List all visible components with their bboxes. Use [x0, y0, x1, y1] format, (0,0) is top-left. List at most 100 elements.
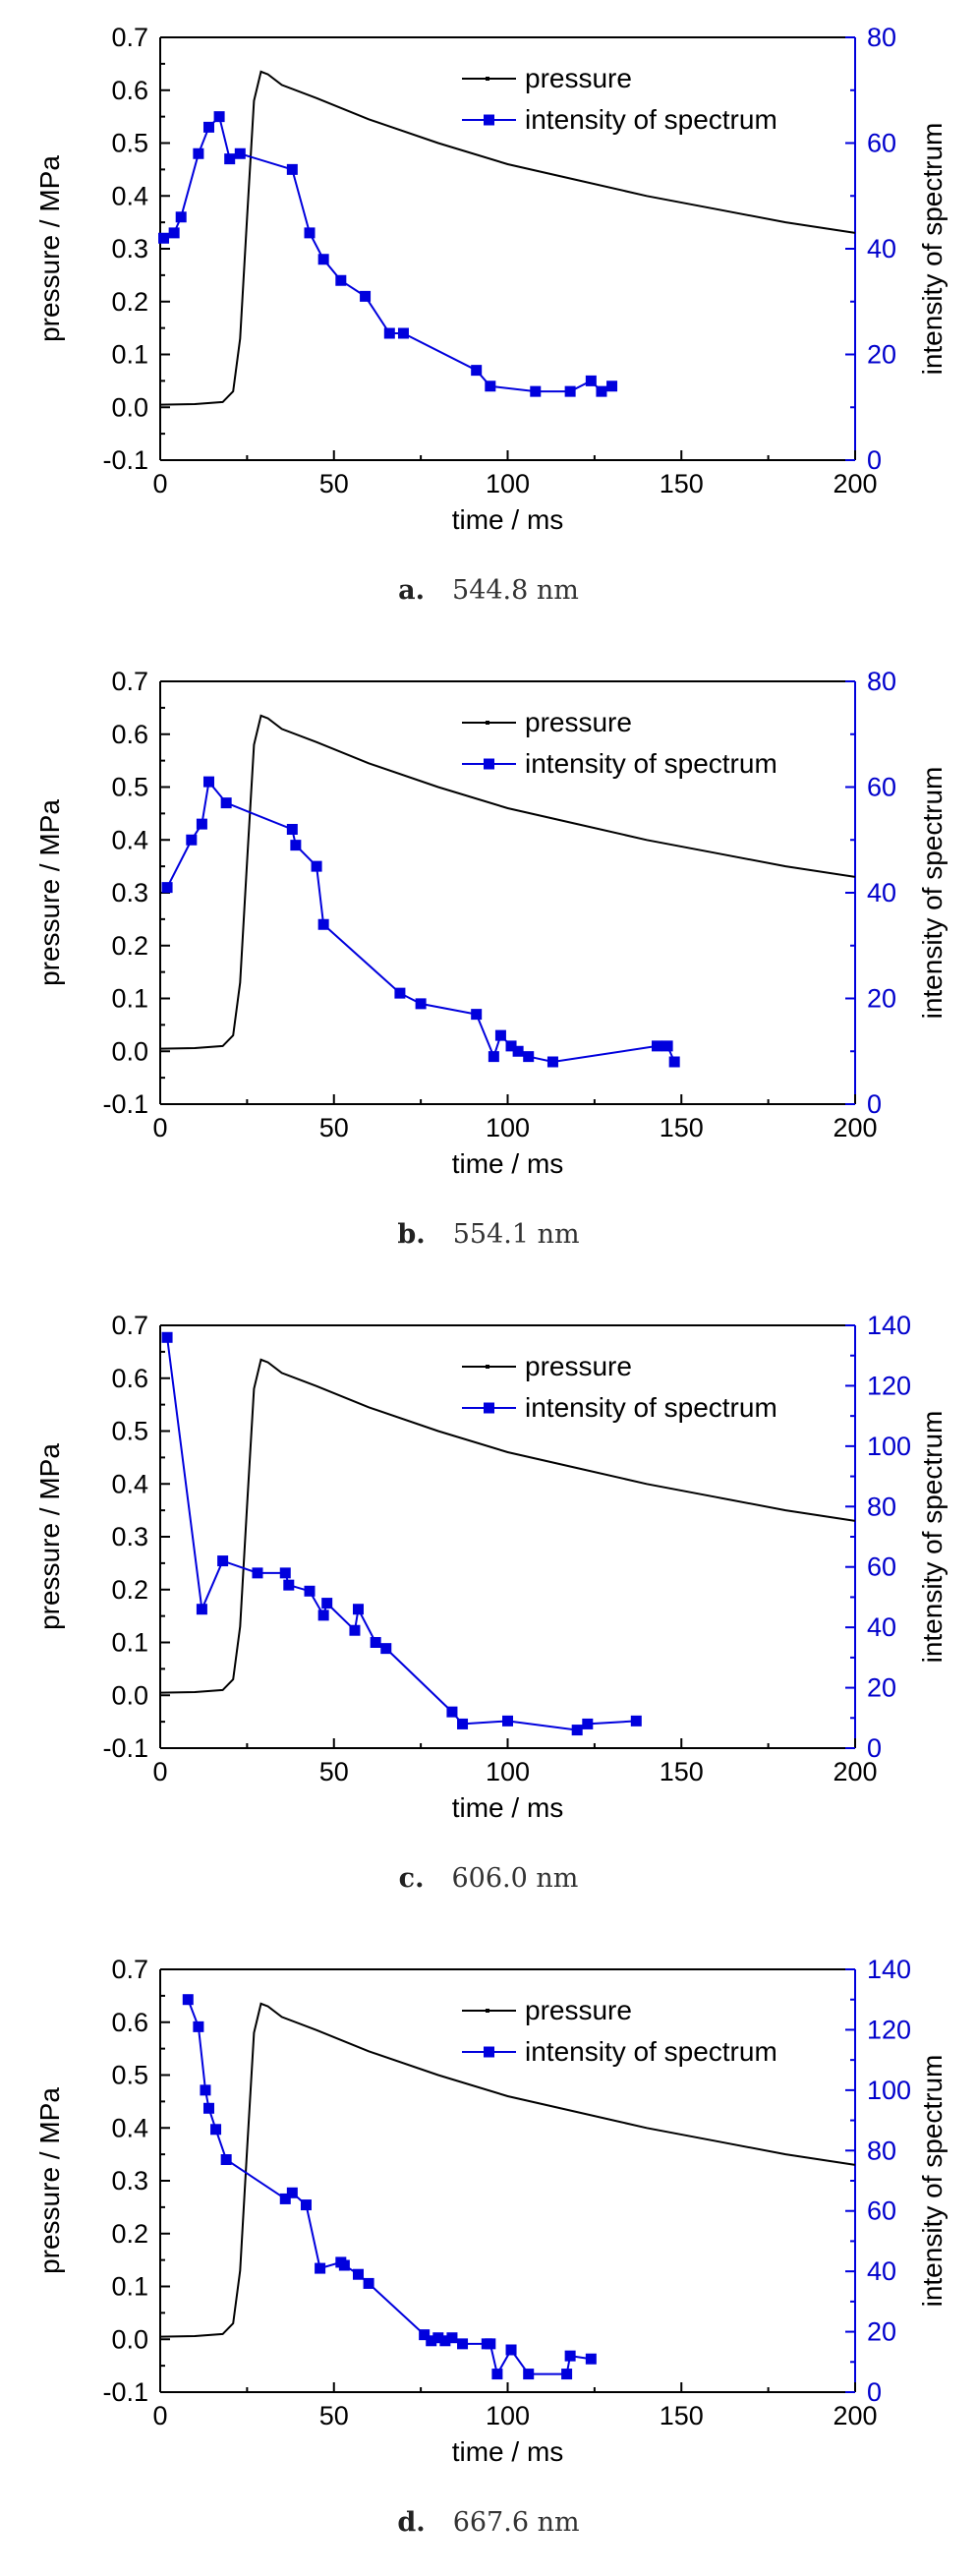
x-axis-title: time / ms: [452, 2436, 564, 2467]
y-right-tick-label: 60: [867, 1552, 896, 1582]
intensity-line: [187, 1999, 592, 2377]
intensity-point: [363, 2277, 374, 2289]
caption-a: a. 544.8 nm: [0, 575, 977, 606]
legend-pressure-marker: [486, 77, 489, 81]
intensity-point: [585, 2353, 597, 2365]
x-tick-label: 200: [833, 1757, 877, 1786]
intensity-point: [394, 987, 406, 999]
intensity-point: [505, 1040, 517, 1052]
intensity-point: [546, 1056, 558, 1068]
intensity-point: [505, 2344, 517, 2356]
intensity-point: [370, 1637, 381, 1648]
intensity-point: [286, 163, 298, 175]
intensity-point: [439, 2335, 451, 2347]
y-tick-label: 0.6: [111, 1364, 148, 1393]
intensity-point: [158, 232, 170, 244]
intensity-point: [161, 1331, 173, 1343]
y-tick-label: 0.0: [111, 392, 148, 422]
y-tick-label: 0.7: [111, 23, 148, 52]
intensity-point: [283, 1579, 295, 1591]
y-tick-label: 0.6: [111, 720, 148, 749]
y-tick-label: -0.1: [102, 1733, 148, 1763]
intensity-point: [279, 2193, 291, 2204]
y-right-tick-label: 20: [867, 2317, 896, 2347]
y-right-tick-label: 20: [867, 984, 896, 1014]
panel-c: 0 50 100 150 200 -0.1 0.0 0.1 0.2 0.3 0.4 0.5 0.6 0.7…: [0, 1288, 977, 1932]
x-tick-label: 50: [319, 1113, 349, 1142]
y-right-tick-label: 40: [867, 2256, 896, 2286]
y-tick-label: 0.5: [111, 129, 148, 158]
chart-c: 0 50 100 150 200-0.10.00.10.20.30.40.50.60.7…: [34, 1311, 948, 1823]
y-tick-label: 0.2: [111, 2219, 148, 2249]
intensity-point: [488, 1051, 499, 1063]
intensity-point: [426, 2335, 437, 2347]
y-right-axis-title: intensity of spectrum: [917, 123, 948, 376]
intensity-point: [523, 2369, 535, 2380]
intensity-point: [352, 2268, 364, 2280]
caption-c: c. 606.0 nm: [0, 1863, 977, 1894]
y-right-tick-label: 40: [867, 1612, 896, 1642]
intensity-point: [186, 834, 198, 846]
legend-pressure-marker: [486, 721, 489, 725]
intensity-point: [220, 2154, 232, 2165]
caption-text: 554.1 nm: [452, 1219, 580, 1250]
caption-letter: c.: [398, 1863, 425, 1894]
y-right-tick-label: 60: [867, 2196, 896, 2226]
legend-intensity-label: intensity of spectrum: [525, 2036, 777, 2067]
y-tick-label: 0.0: [111, 2324, 148, 2354]
y-tick-label: 0.0: [111, 1680, 148, 1710]
x-axis-title: time / ms: [452, 1148, 564, 1179]
intensity-point: [397, 327, 409, 339]
x-tick-label: 100: [486, 2401, 530, 2430]
legend-intensity-marker: [484, 2046, 494, 2058]
y-tick-label: 0.3: [111, 2166, 148, 2195]
y-tick-label: 0.6: [111, 76, 148, 105]
x-axis-title: time / ms: [452, 1792, 564, 1823]
intensity-point: [224, 153, 236, 165]
x-tick-label: 100: [486, 1757, 530, 1786]
panel-a: 0 50 100 150 200 -0.1 0.0 0.1 0.2 0.3 0.4 0.5 0.6 0.7…: [0, 0, 977, 644]
legend-intensity-label: intensity of spectrum: [525, 748, 777, 779]
intensity-point: [317, 1610, 329, 1621]
legend-intensity-label: intensity of spectrum: [525, 1392, 777, 1423]
intensity-point: [286, 824, 298, 835]
intensity-point: [485, 381, 496, 392]
intensity-point: [210, 2124, 222, 2136]
intensity-point: [415, 998, 427, 1010]
y-right-tick-label: 120: [867, 2015, 911, 2044]
intensity-point: [383, 327, 395, 339]
panel-b: 0 50 100 150 200 -0.1 0.0 0.1 0.2 0.3 0.4 0.5 0.6 0.7…: [0, 644, 977, 1288]
x-tick-label: 150: [660, 1113, 704, 1142]
chart-b: 0 50 100 150 200-0.10.00.10.20.30.40.50.60.7…: [34, 667, 948, 1179]
y-right-tick-label: 60: [867, 773, 896, 802]
intensity-point: [582, 1718, 594, 1729]
legend-intensity-marker: [484, 114, 494, 126]
intensity-point: [311, 860, 322, 872]
y-right-tick-label: 20: [867, 340, 896, 370]
x-axis-title: time / ms: [452, 504, 564, 535]
intensity-point: [630, 1715, 642, 1727]
y-tick-label: -0.1: [102, 1089, 148, 1119]
intensity-point: [446, 1706, 458, 1718]
y-tick-label: 0.4: [111, 1469, 148, 1498]
intensity-point: [193, 2020, 204, 2032]
y-tick-label: 0.5: [111, 773, 148, 802]
intensity-point: [457, 2338, 469, 2350]
chart-d: 0 50 100 150 200-0.10.00.10.20.30.40.50.60.7…: [34, 1955, 948, 2467]
y-right-tick-label: 140: [867, 1955, 911, 1984]
intensity-point: [279, 1567, 291, 1579]
y-right-tick-label: 0: [867, 2377, 882, 2407]
y-tick-label: 0.1: [111, 2272, 148, 2302]
intensity-point: [512, 1045, 524, 1057]
intensity-point: [200, 2084, 211, 2096]
x-tick-label: 50: [319, 2401, 349, 2430]
x-tick-label: 50: [319, 469, 349, 498]
intensity-point: [252, 1567, 263, 1579]
y-right-axis-title: intensity of spectrum: [917, 2055, 948, 2308]
y-right-tick-label: 80: [867, 667, 896, 696]
y-right-tick-label: 40: [867, 234, 896, 263]
x-tick-label: 200: [833, 2401, 877, 2430]
y-right-tick-label: 100: [867, 1432, 911, 1461]
y-axis-title: pressure / MPa: [34, 1443, 65, 1630]
